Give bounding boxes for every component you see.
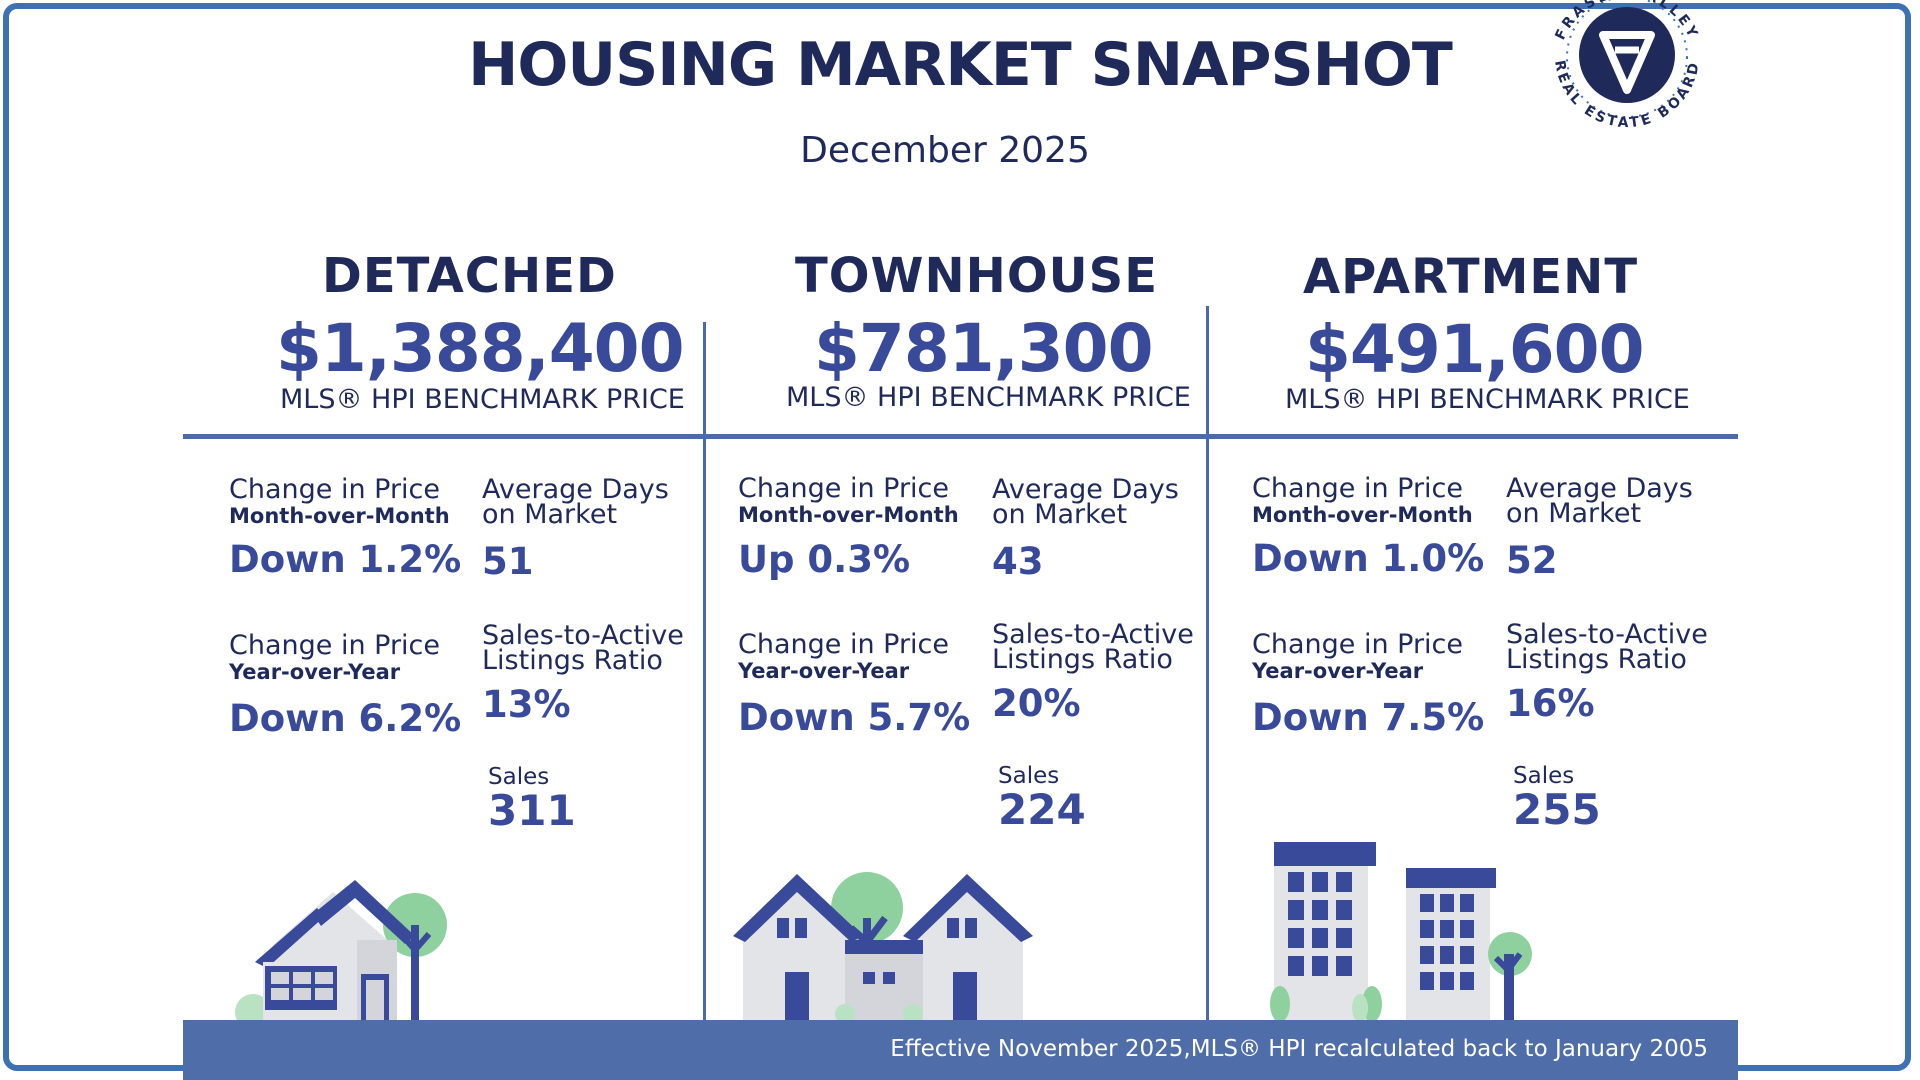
footer-note: Effective November 2025,MLS® HPI recalcu… (890, 1036, 1708, 1062)
apartment-heading: APARTMENT (1303, 249, 1639, 305)
apartment-mom-value: Down 1.0% (1252, 537, 1485, 580)
apartment-dom-label-2: on Market (1506, 498, 1642, 529)
apartment-mom-label: Change in Price (1252, 473, 1464, 504)
page-subtitle: December 2025 (800, 130, 1090, 171)
townhouse-mom-value: Up 0.3% (738, 538, 911, 581)
apartment-price-label: MLS® HPI BENCHMARK PRICE (1285, 384, 1690, 415)
detached-price: $1,388,400 (276, 310, 685, 387)
detached-ratio-label-2: Listings Ratio (482, 645, 663, 676)
detached-ratio-value: 13% (482, 683, 571, 726)
page-title: HOUSING MARKET SNAPSHOT (468, 30, 1453, 100)
detached-mom-value: Down 1.2% (229, 538, 462, 581)
detached-house-illustration (235, 880, 447, 1022)
detached-mom-sub: Month-over-Month (229, 504, 450, 528)
apartment-mom-sub: Month-over-Month (1252, 503, 1473, 527)
detached-dom-value: 51 (482, 540, 534, 583)
townhouse-dom-value: 43 (992, 540, 1044, 583)
detached-mom-label: Change in Price (229, 474, 441, 505)
board-logo: FRASER VALLEY REAL ESTATE BOARD (1551, 0, 1700, 131)
detached-ratio-label-1: Sales-to-Active (482, 620, 684, 651)
detached-sales-value: 311 (488, 786, 576, 835)
detached-yoy-sub: Year-over-Year (229, 660, 401, 684)
townhouse-ratio-value: 20% (992, 682, 1081, 725)
townhouse-sales-value: 224 (998, 785, 1086, 834)
footer-bar: Effective November 2025,MLS® HPI recalcu… (183, 1020, 1738, 1080)
townhouse-yoy-sub: Year-over-Year (738, 659, 910, 683)
townhouse-sales-label: Sales (998, 763, 1060, 789)
townhouse-price-label: MLS® HPI BENCHMARK PRICE (786, 382, 1191, 413)
column-divider-1 (703, 322, 706, 1020)
apartment-ratio-label-2: Listings Ratio (1506, 644, 1687, 675)
townhouse-illustration (733, 872, 1033, 1022)
apartment-yoy-sub: Year-over-Year (1252, 659, 1424, 683)
townhouse-ratio-label-2: Listings Ratio (992, 644, 1173, 675)
apartment-sales-value: 255 (1513, 785, 1601, 834)
detached-heading: DETACHED (322, 248, 617, 304)
apartment-illustration (1270, 842, 1532, 1022)
detached-dom-label-1: Average Days (482, 474, 669, 505)
apartment-yoy-value: Down 7.5% (1252, 696, 1485, 739)
apartment-dom-label-1: Average Days (1506, 473, 1693, 504)
townhouse-yoy-value: Down 5.7% (738, 696, 971, 739)
townhouse-yoy-label: Change in Price (738, 629, 950, 660)
header-divider (183, 434, 1738, 439)
detached-price-label: MLS® HPI BENCHMARK PRICE (280, 384, 685, 415)
detached-yoy-label: Change in Price (229, 630, 441, 661)
apartment-price: $491,600 (1305, 311, 1645, 388)
townhouse-heading: TOWNHOUSE (795, 248, 1158, 304)
townhouse-dom-label-2: on Market (992, 499, 1128, 530)
detached-yoy-value: Down 6.2% (229, 697, 462, 740)
apartment-yoy-label: Change in Price (1252, 629, 1464, 660)
townhouse-price: $781,300 (814, 310, 1154, 387)
apartment-ratio-label-1: Sales-to-Active (1506, 619, 1708, 650)
townhouse-ratio-label-1: Sales-to-Active (992, 619, 1194, 650)
townhouse-mom-sub: Month-over-Month (738, 503, 959, 527)
detached-sales-label: Sales (488, 764, 550, 790)
townhouse-dom-label-1: Average Days (992, 474, 1179, 505)
apartment-dom-value: 52 (1506, 539, 1558, 582)
detached-dom-label-2: on Market (482, 499, 618, 530)
townhouse-mom-label: Change in Price (738, 473, 950, 504)
column-divider-2 (1206, 306, 1209, 1020)
apartment-sales-label: Sales (1513, 763, 1575, 789)
apartment-ratio-value: 16% (1506, 682, 1595, 725)
